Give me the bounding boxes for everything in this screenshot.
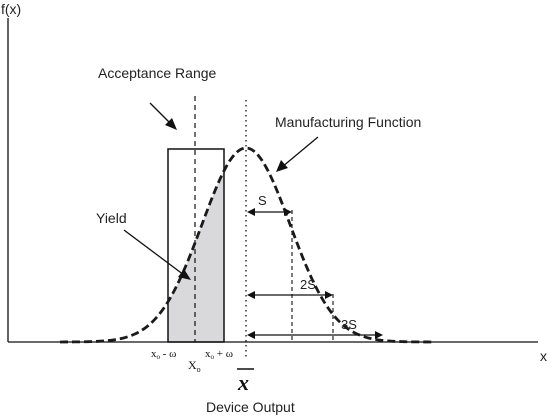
xbar-symbol: x: [237, 370, 249, 395]
nominal-label: Xo: [188, 358, 201, 374]
manufacturing-function-pointer: [281, 136, 319, 168]
upper-limit-label: xo + ω: [205, 348, 233, 361]
s1-arrowhead-left: [247, 208, 255, 216]
s2-arrowhead-left: [247, 291, 255, 299]
yield-arrowhead: [178, 269, 191, 280]
yield-shaded-area: [168, 170, 224, 342]
yield-label: Yield: [96, 210, 127, 226]
yield-pointer: [123, 229, 185, 276]
s1-arrowhead-right: [284, 208, 292, 216]
s3-arrowhead-left: [247, 331, 255, 339]
s3-label: 3S: [341, 317, 357, 332]
manufacturing-function-label: Manufacturing Function: [275, 114, 421, 130]
s2-arrowhead-right: [325, 291, 333, 299]
x-axis-label: x: [540, 348, 547, 364]
acceptance-range-label: Acceptance Range: [98, 65, 217, 81]
device-output-label: Device Output: [206, 399, 295, 415]
s3-arrowhead-right: [375, 331, 383, 339]
s1-label: S: [258, 193, 267, 208]
manufacturing-function-arrowhead: [276, 160, 288, 172]
manufacturing-function-curve: [60, 146, 432, 344]
lower-limit-label: xo - ω: [151, 348, 176, 361]
acceptance-range-arrowhead: [165, 118, 177, 130]
s2-label: 2S: [300, 277, 316, 292]
acceptance-range-pointer: [149, 102, 172, 125]
y-axis-label: f(x): [1, 1, 21, 17]
